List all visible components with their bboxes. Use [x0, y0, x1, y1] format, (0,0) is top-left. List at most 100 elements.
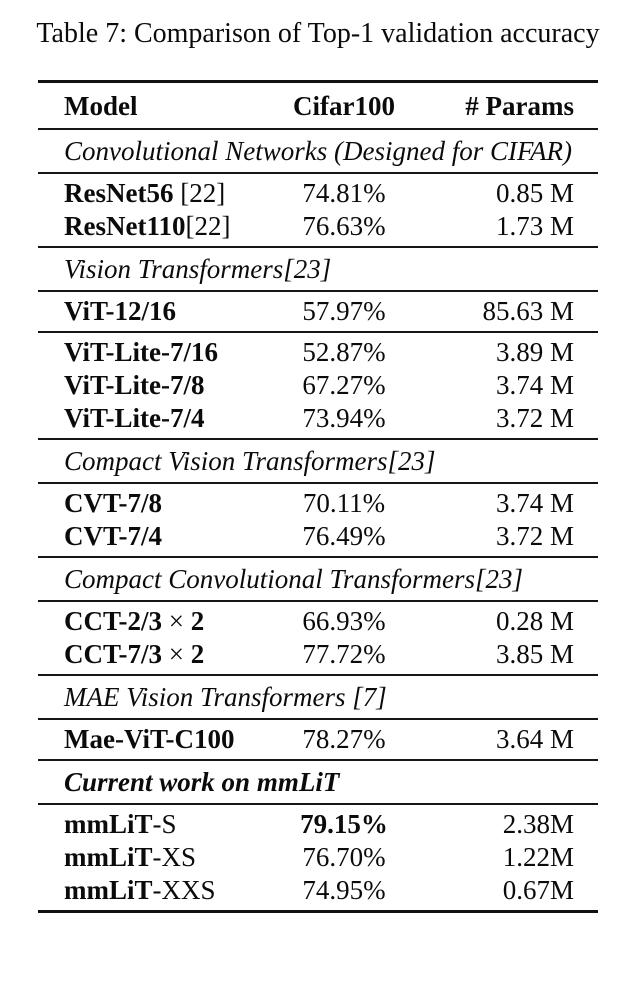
accuracy-cell: 74.81% [302, 178, 386, 208]
model-cell: ResNet110[22] [64, 210, 264, 243]
table-row: ResNet110[22] 76.63% 1.73 M [38, 210, 598, 243]
rule [38, 759, 598, 761]
table-row: mmLiT-S 79.15% 2.38M [38, 808, 598, 841]
model-cell: mmLiT-S [64, 808, 264, 841]
column-header-params: # Params [465, 91, 574, 121]
section-label-row: Convolutional Networks (Designed for CIF… [38, 130, 598, 172]
column-header-model: Model [64, 91, 138, 121]
model-name: Mae-ViT-C100 [64, 724, 235, 754]
rule [38, 556, 598, 558]
accuracy-cell: 66.93% [302, 606, 386, 636]
params-cell: 1.73 M [495, 211, 574, 241]
model-suffix: -XS [152, 842, 197, 872]
table-body: Convolutional Networks (Designed for CIF… [38, 130, 598, 913]
model-name: mmLiT [64, 875, 153, 905]
model-cell: ViT-12/16 [64, 295, 264, 328]
params-cell: 0.85 M [495, 178, 574, 208]
section-label: Convolutional Networks (Designed for CIF… [64, 136, 572, 166]
model-suffix: × [162, 639, 191, 669]
model-suffix: [22] [173, 178, 226, 208]
table-row: CVT-7/8 70.11% 3.74 M [38, 487, 598, 520]
accuracy-cell: 76.63% [302, 211, 386, 241]
rule [38, 674, 598, 676]
model-cell: ViT-Lite-7/16 [64, 336, 264, 369]
table-row: mmLiT-XS 76.70% 1.22M [38, 841, 598, 874]
table-row: ViT-Lite-7/4 73.94% 3.72 M [38, 402, 598, 435]
table7: Model Cifar100 # Params Convolutional Ne… [38, 80, 598, 913]
model-name: CVT-7/4 [64, 521, 163, 551]
rule [38, 600, 598, 602]
rule [38, 803, 598, 805]
table-row: ViT-12/16 57.97% 85.63 M [38, 295, 598, 328]
model-name: CCT-2/3 [64, 606, 163, 636]
accuracy-cell: 77.72% [302, 639, 386, 669]
params-cell: 3.85 M [495, 639, 574, 669]
model-suffix: -XXS [152, 875, 216, 905]
top-rule [38, 80, 598, 83]
table-row: ViT-Lite-7/16 52.87% 3.89 M [38, 336, 598, 369]
model-name: mmLiT [64, 842, 153, 872]
row-group: ResNet56 [22] 74.81% 0.85 M ResNet110[22] 76… [38, 174, 598, 246]
accuracy-cell: 70.11% [302, 488, 386, 518]
header-row: Model Cifar100 # Params [38, 83, 598, 128]
model-name: CCT-7/3 [64, 639, 163, 669]
accuracy-cell: 52.87% [302, 337, 386, 367]
section-label-row: MAE Vision Transformers [7] [38, 676, 598, 718]
model-name: CVT-7/8 [64, 488, 163, 518]
accuracy-cell: 57.97% [302, 296, 386, 326]
model-cell: mmLiT-XS [64, 841, 264, 874]
model-name: 2 [190, 639, 205, 669]
table-row: mmLiT-XXS 74.95% 0.67M [38, 874, 598, 907]
section-label-row: Current work on mmLiT [38, 761, 598, 803]
params-cell: 0.28 M [495, 606, 574, 636]
params-cell: 3.72 M [495, 521, 574, 551]
accuracy-cell: 76.70% [302, 842, 386, 872]
params-cell: 1.22M [502, 842, 574, 872]
model-name: 2 [190, 606, 205, 636]
section-label: Vision Transformers[23] [64, 254, 332, 284]
model-cell: mmLiT-XXS [64, 874, 264, 907]
params-cell: 3.74 M [495, 488, 574, 518]
row-group: CVT-7/8 70.11% 3.74 M CVT-7/4 76.49% 3.72 M [38, 484, 598, 556]
table-row: ResNet56 [22] 74.81% 0.85 M [38, 177, 598, 210]
model-suffix: [22] [185, 211, 231, 241]
table-row: Mae-ViT-C100 78.27% 3.64 M [38, 723, 598, 756]
accuracy-cell: 67.27% [302, 370, 386, 400]
row-group: Mae-ViT-C100 78.27% 3.64 M [38, 720, 598, 759]
model-suffix: × [162, 606, 191, 636]
rule [38, 438, 598, 440]
section-label-row: Compact Convolutional Transformers[23] [38, 558, 598, 600]
model-name: ViT-Lite-7/16 [64, 337, 218, 367]
rule [38, 482, 598, 484]
model-name: ViT-Lite-7/4 [64, 403, 205, 433]
accuracy-cell: 79.15% [300, 809, 388, 839]
model-cell: ViT-Lite-7/8 [64, 369, 264, 402]
table-row: CVT-7/4 76.49% 3.72 M [38, 520, 598, 553]
model-cell: ResNet56 [22] [64, 177, 264, 210]
accuracy-cell: 74.95% [302, 875, 386, 905]
section-label: MAE Vision Transformers [7] [64, 682, 387, 712]
model-cell: CCT-7/3 × 2 [64, 638, 264, 671]
params-cell: 3.64 M [495, 724, 574, 754]
accuracy-cell: 78.27% [302, 724, 386, 754]
row-group: ViT-Lite-7/16 52.87% 3.89 M ViT-Lite-7/8 67.… [38, 333, 598, 438]
table-row: CCT-7/3 × 2 77.72% 3.85 M [38, 638, 598, 671]
rule [38, 172, 598, 174]
row-group: mmLiT-S 79.15% 2.38M mmLiT-XS 76.70% 1.22M mmL… [38, 805, 598, 910]
section-label: Compact Vision Transformers[23] [64, 446, 436, 476]
params-cell: 0.67M [502, 875, 574, 905]
model-name: ViT-12/16 [64, 296, 177, 326]
section-label-row: Compact Vision Transformers[23] [38, 440, 598, 482]
params-cell: 3.89 M [495, 337, 574, 367]
section-label: Current work on mmLiT [64, 767, 340, 797]
model-cell: CVT-7/4 [64, 520, 264, 553]
model-suffix: -S [152, 809, 177, 839]
model-cell: ViT-Lite-7/4 [64, 402, 264, 435]
header-rule [38, 128, 598, 130]
params-cell: 3.72 M [495, 403, 574, 433]
row-group: ViT-12/16 57.97% 85.63 M [38, 292, 598, 331]
table-row: CCT-2/3 × 2 66.93% 0.28 M [38, 605, 598, 638]
params-cell: 3.74 M [495, 370, 574, 400]
table-caption: Table 7: Comparison of Top-1 validation … [36, 18, 600, 49]
model-cell: Mae-ViT-C100 [64, 723, 264, 756]
